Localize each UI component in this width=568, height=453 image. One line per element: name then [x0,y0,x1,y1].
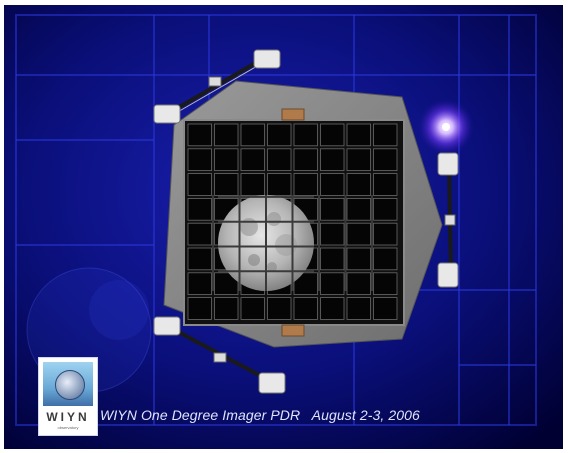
detector-cell [346,173,371,196]
detector-cell [373,297,398,320]
detector-cell [320,297,345,320]
detector-cell [320,197,345,221]
detector-cell [240,148,265,172]
detector-cell [373,173,398,196]
detector-cells [187,123,398,320]
detector-cell [187,247,212,271]
detector-cell [187,148,212,172]
detector-cell [346,123,371,147]
detector-cell [187,222,212,246]
detector-cell [373,247,398,271]
detector-cell [240,297,265,320]
detector-cell [187,173,212,196]
detector-cell [320,173,345,196]
detector-cell [346,222,371,246]
detector-cell [187,297,212,320]
detector-cell [267,123,292,147]
detector-cell [267,173,292,196]
slide-caption: WIYN One Degree Imager PDR August 2-3, 2… [100,407,420,423]
detector-cell [320,123,345,147]
detector-cell [346,197,371,221]
grid-overlay [212,195,373,291]
detector-cell [187,272,212,295]
detector-cell [267,297,292,320]
detector-cell [320,222,345,246]
detector-cell [373,123,398,147]
detector-cell [214,272,239,295]
detector-cell [320,148,345,172]
detector-cell [214,297,239,320]
detector-cell [214,123,239,147]
logo-globe-icon [55,370,85,400]
flare-circle-small [89,280,149,340]
detector-cell [187,123,212,147]
detector-cell [346,272,371,295]
star-core [442,123,450,131]
detector-cell [346,148,371,172]
detector-cell [214,173,239,196]
detector-cell [293,272,318,295]
detector-cell [346,247,371,271]
detector-cell [320,247,345,271]
detector-cell [240,173,265,196]
detector-cell [373,148,398,172]
logo-subtitle: observatory [57,425,79,430]
detector-cell [373,222,398,246]
strut-mount-top-left [153,49,281,124]
detector-cell [320,272,345,295]
strut-mount-bottom-left [153,316,286,394]
strut-mount-right [437,152,459,288]
wiyn-logo: WIYN observatory [38,357,98,436]
connector-top [281,108,305,121]
detector-cell [293,173,318,196]
detector-cell [293,123,318,147]
detector-cell [373,197,398,221]
background-grid [15,14,537,426]
detector-cell [267,148,292,172]
detector-cell [293,148,318,172]
detector-cell [373,272,398,295]
detector-cell [187,197,212,221]
detector-cell [346,297,371,320]
logo-name: WIYN [46,410,90,424]
detector-cell [293,297,318,320]
slide-image: WIYN observatory WIYN One Degree Imager … [4,5,563,449]
connector-bottom [281,324,305,337]
logo-artwork [43,362,93,406]
detector-cell [214,148,239,172]
detector-cell [240,123,265,147]
